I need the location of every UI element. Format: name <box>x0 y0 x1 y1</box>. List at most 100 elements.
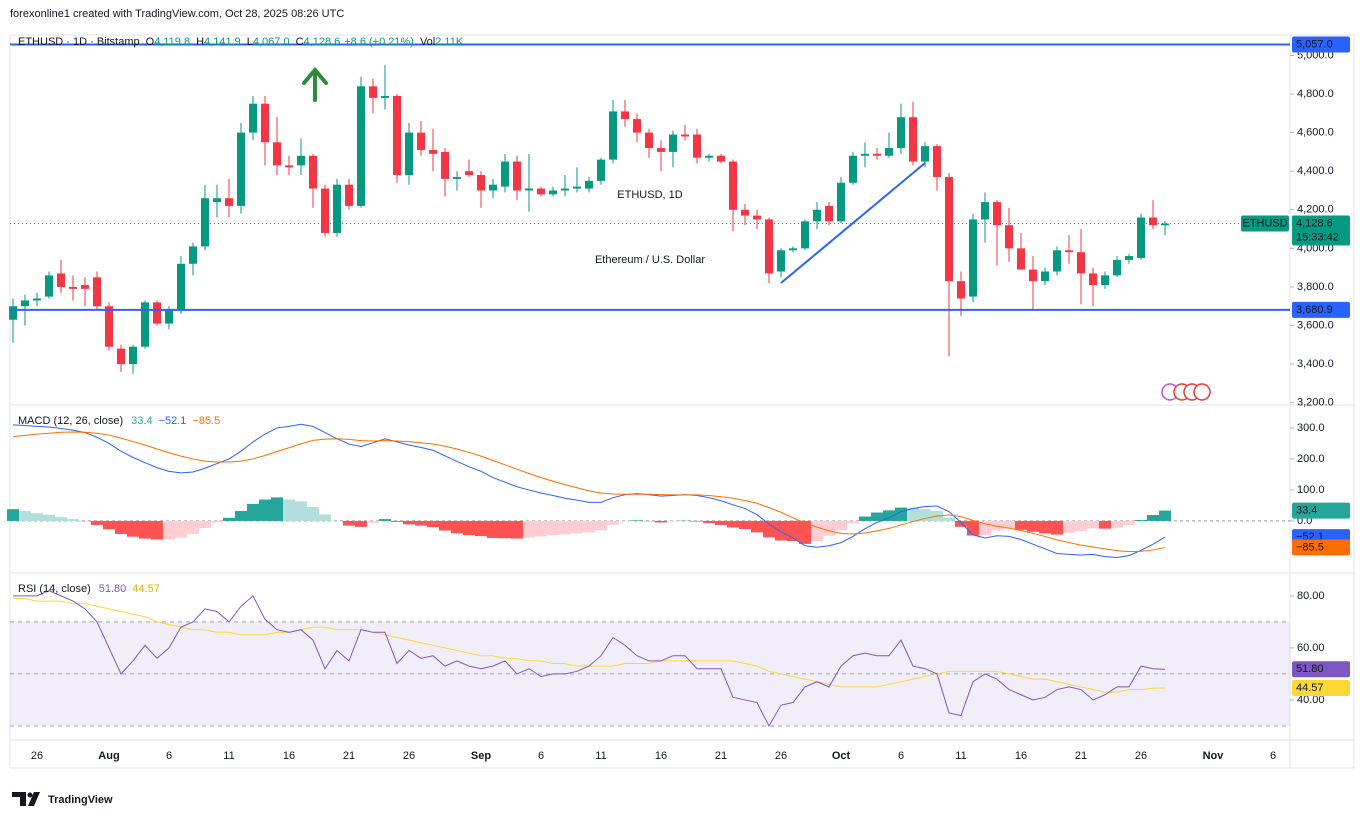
candle-body <box>261 103 269 143</box>
x-tick-label: 21 <box>343 750 355 762</box>
candle-body <box>381 95 389 98</box>
candle-body <box>429 149 437 154</box>
candle-body <box>33 298 41 301</box>
horizontal-line-label-bg <box>1292 301 1350 318</box>
symbol-tag-bg <box>1241 215 1289 232</box>
candle-body <box>741 209 749 216</box>
signal-line <box>12 431 1166 553</box>
candle-body <box>957 281 965 299</box>
y-tick-label: 4,600.0 <box>1297 127 1334 139</box>
x-tick-label: Aug <box>98 750 119 762</box>
candle-body <box>309 155 317 189</box>
histogram-bar <box>487 520 499 538</box>
histogram-bar <box>115 520 127 534</box>
candle-body <box>549 190 557 195</box>
histogram-bar <box>1111 520 1123 528</box>
legend-item: 4,067.0 <box>253 36 290 48</box>
candle-body <box>525 188 533 191</box>
histogram-bar <box>919 509 931 521</box>
countdown-tag: 15:33:42 <box>1296 231 1339 243</box>
legend-item: 4,128.6 <box>304 36 341 48</box>
trend-line <box>780 162 926 284</box>
candle-body <box>693 134 701 158</box>
legend-item: 44.57 <box>132 583 160 595</box>
ma-value-tag: 44.57 <box>1296 682 1324 694</box>
histogram-bar <box>1099 520 1111 529</box>
candle-body <box>1077 252 1085 274</box>
logo-mark <box>27 792 33 798</box>
candle-body <box>345 184 353 206</box>
candle-body <box>141 302 149 347</box>
histogram-bar <box>595 520 607 531</box>
histogram-bar <box>511 520 523 539</box>
candle-body <box>1137 217 1145 259</box>
x-tick-label: Nov <box>1203 750 1225 762</box>
histogram-bar <box>847 520 859 524</box>
legend-item: MACD (12, 26, close) <box>18 415 123 427</box>
candle-body <box>885 148 893 156</box>
legend-item: −85.5 <box>192 415 220 427</box>
candle-body <box>705 155 713 158</box>
histogram-bar <box>1075 520 1087 531</box>
candle-body <box>861 153 869 156</box>
y-tick-label: 4,800.0 <box>1297 88 1334 100</box>
candle-body <box>165 310 173 324</box>
legend-item: 4,119.8 <box>154 36 190 48</box>
watermark-title: ETHUSD, 1D <box>617 189 682 201</box>
logo-mark <box>12 792 40 806</box>
histogram-bar <box>583 520 595 533</box>
candle-body <box>177 263 185 311</box>
histogram-bar <box>703 520 715 524</box>
candle-body <box>153 302 161 324</box>
candle-body <box>657 148 665 152</box>
histogram-bar <box>139 520 151 539</box>
candle-body <box>585 180 593 189</box>
price-tags: 5,057.0 3,680.9 ETHUSD 4,128.6 15:33:42 33.4 −… <box>1241 36 1350 697</box>
y-tick-label: 300.0 <box>1297 422 1325 434</box>
histogram-bar <box>799 520 811 544</box>
histogram-bar <box>343 520 355 526</box>
histogram-bar <box>463 520 475 536</box>
signal-value-tag-bg <box>1292 539 1350 556</box>
histogram-bar <box>523 520 535 538</box>
histogram-bar <box>823 520 835 536</box>
y-tick-label: 60.00 <box>1297 642 1325 654</box>
header-text: forexonline1 created with TradingView.co… <box>10 8 344 20</box>
x-tick-label: 26 <box>775 750 787 762</box>
candle-body <box>969 219 977 297</box>
histogram-bar <box>451 520 463 534</box>
candle-body <box>369 86 377 98</box>
footer-logo: TradingView <box>12 792 113 806</box>
candle-body <box>921 146 929 162</box>
histogram-bar <box>943 517 955 521</box>
histogram-bar <box>859 516 871 521</box>
histogram-bar <box>1087 520 1099 529</box>
histogram-value-tag: 33.4 <box>1296 504 1317 516</box>
legend-item: 2.11K <box>435 36 464 48</box>
event-flags <box>1161 383 1211 401</box>
legend-item: 33.4 <box>131 415 152 427</box>
candle-body <box>945 176 953 282</box>
histogram-bar <box>871 512 883 521</box>
candle-body <box>753 215 761 220</box>
candle-body <box>789 248 797 251</box>
candle-body <box>117 348 125 365</box>
histogram-bar <box>283 499 295 521</box>
candle-body <box>669 134 677 152</box>
candle-body <box>417 132 425 150</box>
histogram-bar <box>907 507 919 521</box>
histogram-bar <box>967 520 979 536</box>
legend: RSI (14, close) 51.80 44.57 <box>18 583 160 595</box>
y-tick-label: 40.00 <box>1297 694 1325 706</box>
candle-body <box>1029 269 1037 282</box>
candle-body <box>513 161 521 191</box>
histogram-bar <box>199 520 211 529</box>
histogram-bar <box>271 497 283 521</box>
histogram-bar <box>1051 520 1063 535</box>
histogram-bar <box>775 520 787 541</box>
last-price-tag-bg <box>1292 215 1350 246</box>
legend: MACD (12, 26, close) 33.4 −52.1 −85.5 <box>18 415 220 427</box>
legend-item: L <box>247 36 253 48</box>
histogram-bar <box>715 520 727 525</box>
